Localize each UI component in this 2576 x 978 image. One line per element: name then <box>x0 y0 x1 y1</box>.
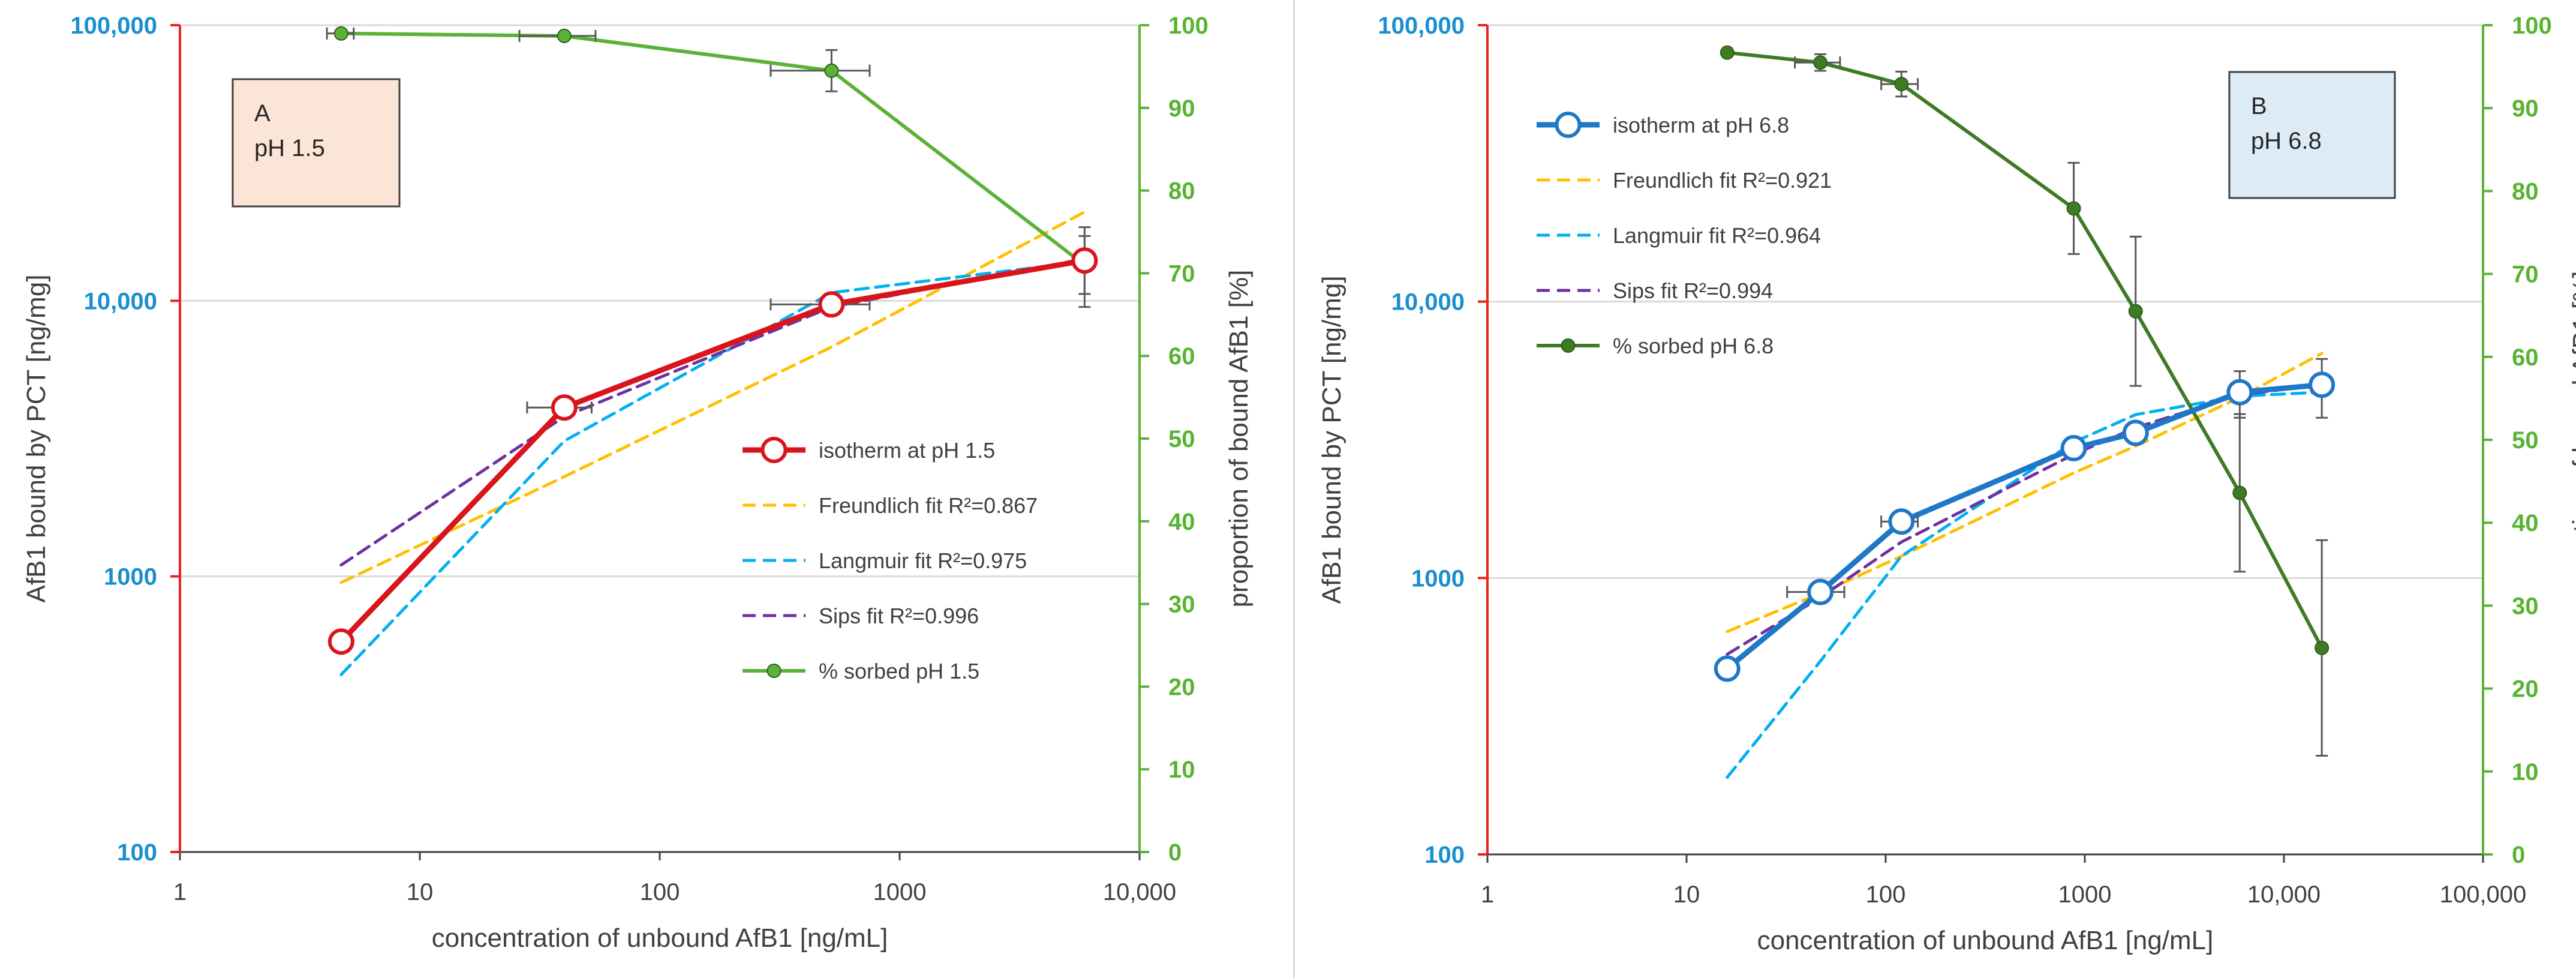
y-axis-title: AfB1 bound by PCT [ng/mg] <box>1317 275 1346 604</box>
y2-tick-label: 60 <box>1168 343 1195 370</box>
y-tick-label: 10,000 <box>84 288 157 314</box>
y2-tick-label: 40 <box>1168 509 1195 535</box>
data-point-percent <box>2128 304 2143 319</box>
y2-tick-label: 0 <box>2512 842 2525 868</box>
data-point-percent <box>1813 55 1828 70</box>
legend-label: Freundlich fit R²=0.867 <box>819 493 1038 518</box>
y2-tick-label: 40 <box>2512 510 2539 536</box>
series-line-isotherm-0 <box>1724 382 2325 671</box>
y2-tick-label: 20 <box>1168 674 1195 700</box>
data-point-isotherm <box>1807 578 1834 605</box>
data-point-isotherm <box>2226 379 2253 406</box>
y2-tick-label: 100 <box>2512 13 2552 39</box>
x-tick-label: 10 <box>1673 881 1700 908</box>
x-axis-title: concentration of unbound AfB1 [ng/mL] <box>1757 926 2214 955</box>
data-point-isotherm <box>818 291 845 318</box>
legend-label: % sorbed pH 6.8 <box>1613 334 1774 358</box>
x-tick-label: 100,000 <box>2440 881 2527 908</box>
data-point-isotherm <box>551 394 578 421</box>
data-point-percent <box>2232 485 2247 500</box>
series-line-percent-4 <box>339 31 1087 267</box>
y2-tick-label: 80 <box>2512 178 2539 205</box>
annotation-box <box>2228 71 2396 199</box>
y2-tick-label: 50 <box>1168 426 1195 452</box>
panel-divider <box>1293 0 1295 978</box>
y2-tick-label: 10 <box>1168 757 1195 783</box>
y-tick-label: 100 <box>1424 842 1465 868</box>
series-line-fit-2 <box>339 260 1086 676</box>
y-tick-label: 100,000 <box>70 13 157 39</box>
y2-tick-label: 90 <box>2512 95 2539 122</box>
y-tick-label: 100 <box>117 839 157 866</box>
x-tick-label: 1 <box>1481 881 1494 908</box>
y-tick-label: 1000 <box>1411 565 1465 592</box>
y-tick-label: 1000 <box>104 564 157 590</box>
data-point-isotherm <box>1888 508 1915 535</box>
y2-tick-label: 90 <box>1168 95 1195 122</box>
x-tick-label: 100 <box>1866 881 1906 908</box>
x-tick-label: 10,000 <box>1103 879 1176 905</box>
chart-panel-b: 1 10 100 1000 10,000 100,000100100010,000100,… <box>1317 13 2576 955</box>
legend-label: isotherm at pH 1.5 <box>819 438 995 463</box>
legend-marker <box>767 664 781 678</box>
annotation-text: B <box>2251 93 2267 119</box>
y2-tick-label: 100 <box>1168 13 1209 39</box>
y2-tick-label: 30 <box>2512 593 2539 619</box>
data-point-percent <box>824 63 839 78</box>
x-tick-label: 10 <box>407 879 434 905</box>
data-point-isotherm <box>327 628 354 655</box>
data-point-isotherm <box>2060 434 2087 461</box>
y2-tick-label: 60 <box>2512 344 2539 371</box>
legend-marker <box>1555 112 1582 138</box>
x-tick-label: 1000 <box>873 879 927 905</box>
y2-tick-label: 70 <box>2512 262 2539 288</box>
data-point-isotherm <box>1071 247 1098 274</box>
annotation-text: A <box>254 100 270 127</box>
y2-tick-label: 10 <box>2512 759 2539 785</box>
legend-label: Sips fit R²=0.994 <box>1613 278 1773 303</box>
data-point-isotherm <box>2122 419 2149 446</box>
data-point-percent <box>2066 201 2081 216</box>
data-point-isotherm <box>1714 655 1741 682</box>
legend-label: isotherm at pH 6.8 <box>1613 113 1789 137</box>
y2-tick-label: 80 <box>1168 178 1195 205</box>
legend-label: Langmuir fit R²=0.964 <box>1613 223 1821 248</box>
x-tick-label: 1000 <box>2058 881 2112 908</box>
y2-tick-label: 70 <box>1168 260 1195 287</box>
x-tick-label: 10,000 <box>2247 881 2320 908</box>
y2-tick-label: 20 <box>2512 676 2539 703</box>
annotation-text: pH 6.8 <box>2251 128 2322 154</box>
y-tick-label: 10,000 <box>1391 289 1465 316</box>
y-axis-title: AfB1 bound by PCT [ng/mg] <box>22 274 51 602</box>
y2-axis-title: proportion of bound AfB1 [%] <box>2568 271 2576 609</box>
annotation-text: pH 1.5 <box>254 135 325 161</box>
legend-marker <box>1561 338 1576 353</box>
data-point-percent <box>1720 45 1735 60</box>
series-line-isotherm-0 <box>338 257 1087 644</box>
series-line-fit-3 <box>1726 383 2323 656</box>
y-tick-label: 100,000 <box>1378 13 1465 39</box>
x-tick-label: 1 <box>173 879 187 905</box>
legend-label: Freundlich fit R²=0.921 <box>1613 168 1832 193</box>
data-point-percent <box>557 28 572 43</box>
data-point-percent <box>333 26 348 41</box>
chart-panel-a: 1 10 100 1000 10,000 100 1000 10,000 100,000 0 10 2… <box>22 13 1254 953</box>
x-tick-label: 100 <box>640 879 680 905</box>
data-point-percent <box>1894 77 1909 92</box>
data-point-isotherm <box>2309 371 2335 398</box>
legend-marker <box>761 437 787 463</box>
legend-label: % sorbed pH 1.5 <box>819 659 979 683</box>
legend-label: Sips fit R²=0.996 <box>819 604 979 628</box>
x-axis-title: concentration of unbound AfB1 [ng/mL] <box>432 923 888 953</box>
series-line-fit-1 <box>339 210 1086 584</box>
y2-tick-label: 30 <box>1168 592 1195 618</box>
y2-axis-title: proportion of bound AfB1 [%] <box>1224 270 1254 608</box>
y2-tick-label: 50 <box>2512 427 2539 454</box>
y2-tick-label: 0 <box>1168 839 1182 866</box>
data-point-percent <box>2315 640 2329 655</box>
annotation-box <box>232 78 401 208</box>
legend-label: Langmuir fit R²=0.975 <box>819 548 1027 573</box>
series-line-fit-3 <box>339 257 1086 567</box>
